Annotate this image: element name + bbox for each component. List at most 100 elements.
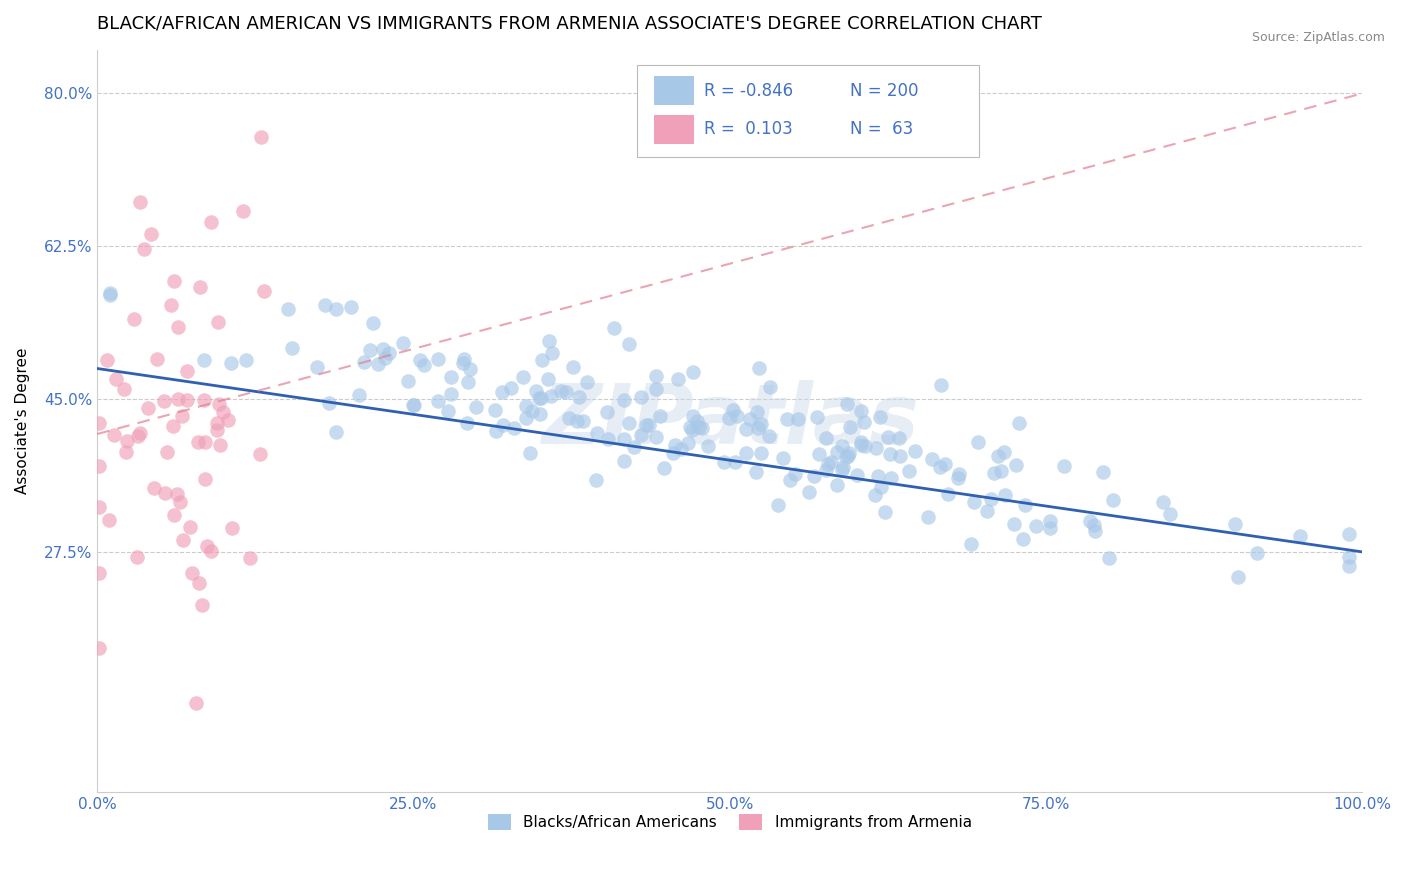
- Point: [766, 498, 789, 512]
- Point: [617, 337, 640, 351]
- Point: [652, 460, 675, 475]
- Point: [207, 397, 229, 411]
- Point: [853, 439, 876, 453]
- Point: [98, 287, 121, 301]
- Point: [904, 444, 927, 458]
- FancyBboxPatch shape: [637, 65, 979, 158]
- FancyBboxPatch shape: [654, 76, 695, 105]
- Point: [596, 405, 619, 419]
- Point: [426, 352, 449, 367]
- Point: [749, 446, 772, 460]
- Point: [634, 418, 657, 433]
- Point: [180, 566, 202, 580]
- Point: [598, 432, 620, 446]
- Point: [565, 414, 588, 428]
- Point: [531, 353, 554, 368]
- Point: [456, 416, 478, 430]
- Point: [1025, 519, 1047, 533]
- Point: [917, 510, 939, 524]
- Point: [105, 372, 128, 386]
- Point: [87, 500, 110, 514]
- Point: [163, 508, 186, 523]
- Point: [367, 357, 389, 371]
- Point: [537, 372, 560, 386]
- Point: [219, 356, 242, 370]
- Point: [537, 334, 560, 349]
- Point: [959, 537, 981, 551]
- Point: [681, 423, 703, 437]
- Point: [205, 416, 228, 430]
- Point: [89, 640, 111, 655]
- Point: [212, 405, 235, 419]
- Text: R =  0.103: R = 0.103: [704, 120, 793, 138]
- Point: [717, 410, 740, 425]
- Point: [679, 419, 702, 434]
- Point: [129, 195, 152, 210]
- Point: [623, 440, 645, 454]
- Point: [868, 469, 890, 483]
- Point: [124, 311, 146, 326]
- Point: [613, 432, 636, 446]
- Point: [440, 387, 463, 401]
- Point: [889, 431, 911, 445]
- Point: [153, 393, 176, 408]
- Point: [831, 463, 853, 477]
- Point: [603, 320, 626, 334]
- Text: Source: ZipAtlas.com: Source: ZipAtlas.com: [1251, 31, 1385, 45]
- Point: [815, 431, 838, 445]
- Point: [682, 365, 704, 379]
- Point: [817, 457, 839, 471]
- Point: [87, 459, 110, 474]
- Point: [374, 351, 396, 366]
- Point: [484, 402, 506, 417]
- Point: [669, 442, 692, 456]
- Point: [550, 384, 572, 398]
- Point: [572, 414, 595, 428]
- Point: [519, 446, 541, 460]
- Point: [235, 352, 257, 367]
- Point: [696, 439, 718, 453]
- Point: [325, 302, 347, 317]
- Point: [193, 352, 215, 367]
- Text: N = 200: N = 200: [849, 82, 918, 100]
- Point: [184, 696, 207, 710]
- Point: [983, 467, 1005, 481]
- Point: [141, 227, 163, 241]
- Point: [163, 274, 186, 288]
- Point: [759, 380, 782, 394]
- Point: [870, 480, 893, 494]
- Point: [662, 446, 685, 460]
- Point: [457, 375, 479, 389]
- Point: [162, 419, 184, 434]
- Point: [391, 335, 413, 350]
- Point: [852, 416, 875, 430]
- Point: [575, 375, 598, 389]
- Point: [515, 399, 537, 413]
- Point: [307, 360, 329, 375]
- Point: [250, 130, 273, 145]
- Point: [725, 409, 748, 423]
- Point: [1039, 514, 1062, 528]
- Y-axis label: Associate's Degree: Associate's Degree: [15, 348, 30, 494]
- Point: [783, 467, 806, 482]
- Point: [239, 550, 262, 565]
- Point: [491, 385, 513, 400]
- Point: [115, 434, 138, 448]
- Point: [529, 391, 551, 405]
- Point: [644, 430, 666, 444]
- Point: [1005, 458, 1028, 472]
- Point: [555, 384, 578, 399]
- Point: [127, 429, 149, 443]
- Point: [585, 473, 607, 487]
- Point: [1002, 517, 1025, 532]
- Point: [492, 418, 515, 433]
- Point: [928, 459, 950, 474]
- Point: [409, 352, 432, 367]
- Point: [179, 520, 201, 534]
- Point: [936, 487, 959, 501]
- Point: [188, 575, 211, 590]
- Point: [485, 424, 508, 438]
- Point: [97, 513, 120, 527]
- Text: BLACK/AFRICAN AMERICAN VS IMMIGRANTS FROM ARMENIA ASSOCIATE'S DEGREE CORRELATION: BLACK/AFRICAN AMERICAN VS IMMIGRANTS FRO…: [97, 15, 1042, 33]
- Point: [232, 204, 254, 219]
